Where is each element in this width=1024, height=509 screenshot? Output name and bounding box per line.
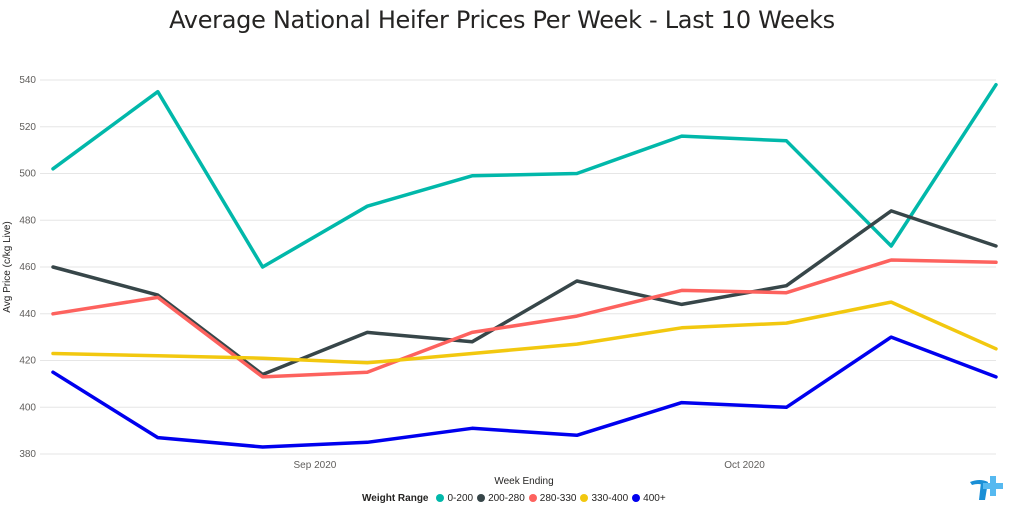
series-line-200-280[interactable] bbox=[51, 209, 998, 377]
gridlines bbox=[40, 79, 996, 455]
legend-item-200-280[interactable]: 200-280 bbox=[477, 493, 525, 504]
legend-dot-icon bbox=[580, 494, 589, 502]
legend-item-330-400[interactable]: 330-400 bbox=[580, 493, 628, 504]
y-tick-label: 420 bbox=[19, 356, 36, 367]
x-tick-label: Oct 2020 bbox=[724, 460, 765, 471]
legend-dot-icon bbox=[477, 494, 486, 502]
legend-label: 0-200 bbox=[447, 492, 474, 504]
brand-logo-icon bbox=[970, 476, 1003, 500]
legend-items: 0-200 200-280 280-330 330-400 400+ bbox=[436, 493, 669, 504]
x-axis-title: Week Ending bbox=[494, 476, 553, 487]
legend-item-0-200[interactable]: 0-200 bbox=[436, 493, 473, 504]
y-axis-title: Avg Price (c/kg Live) bbox=[2, 221, 13, 313]
series-line-0-200[interactable] bbox=[51, 82, 998, 269]
x-axis-ticks: Sep 2020 Oct 2020 bbox=[294, 460, 766, 471]
legend-label: 400+ bbox=[643, 492, 666, 504]
legend-dot-icon bbox=[632, 494, 641, 502]
legend-item-280-330[interactable]: 280-330 bbox=[528, 492, 577, 504]
y-tick-label: 540 bbox=[19, 75, 36, 86]
legend-dot-icon bbox=[436, 494, 445, 502]
y-tick-label: 460 bbox=[19, 262, 36, 273]
chart-title: Average National Heifer Prices Per Week … bbox=[169, 6, 835, 34]
legend-item-400+[interactable]: 400+ bbox=[632, 493, 666, 504]
legend: Weight Range 0-200 200-280 280-330 330-400 4… bbox=[362, 491, 670, 505]
y-tick-label: 520 bbox=[19, 122, 36, 133]
series-line-280-330[interactable] bbox=[51, 258, 998, 379]
y-tick-label: 480 bbox=[19, 215, 36, 226]
x-tick-label: Sep 2020 bbox=[294, 460, 337, 471]
y-axis-ticks: 380 400 420 440 460 480 500 520 540 bbox=[19, 75, 36, 460]
y-tick-label: 440 bbox=[19, 309, 36, 320]
legend-label: 200-280 bbox=[488, 492, 525, 504]
y-tick-label: 500 bbox=[19, 169, 36, 180]
series-lines bbox=[51, 82, 998, 449]
legend-dot-icon bbox=[528, 494, 537, 502]
series-line-400+[interactable] bbox=[51, 335, 998, 449]
line-chart: 380 400 420 440 460 480 500 520 540 Sep 2020 Oct … bbox=[2, 75, 998, 487]
y-tick-label: 380 bbox=[19, 449, 36, 460]
legend-label: 330-400 bbox=[591, 492, 629, 504]
series-line-330-400[interactable] bbox=[51, 300, 998, 365]
legend-label: 280-330 bbox=[539, 492, 577, 504]
legend-title: Weight Range bbox=[362, 492, 429, 504]
y-tick-label: 400 bbox=[19, 402, 36, 413]
